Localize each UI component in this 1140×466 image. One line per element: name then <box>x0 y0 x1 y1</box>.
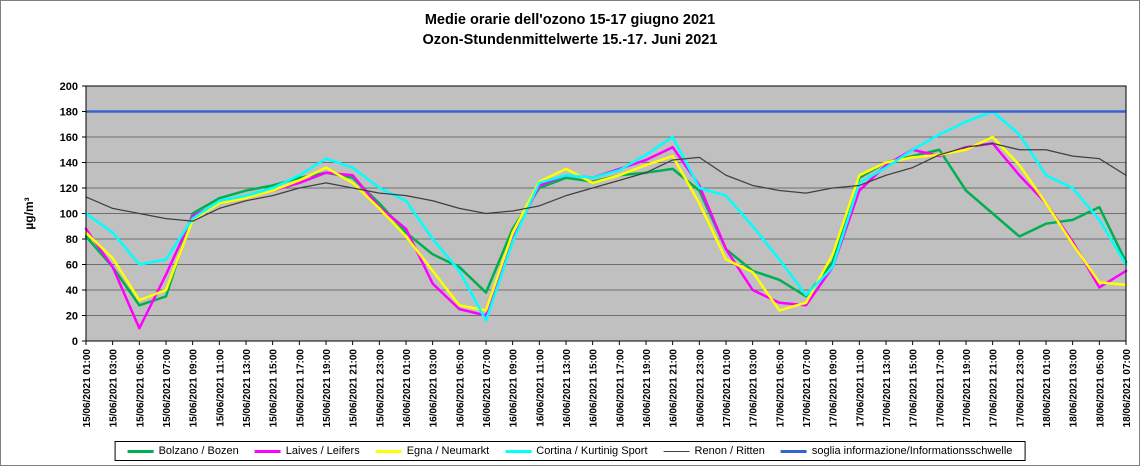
x-tick-label: 15/06/2021 07:00 <box>162 349 173 428</box>
legend-label: Renon / Ritten <box>694 445 765 457</box>
legend: Bolzano / Bozen Laives / Leifers Egna / Ne… <box>114 441 1026 461</box>
x-tick-label: 17/06/2021 19:00 <box>962 349 973 428</box>
x-tick-label: 15/06/2021 23:00 <box>375 349 386 428</box>
x-tick-label: 16/06/2021 17:00 <box>615 349 626 428</box>
x-tick-label: 17/06/2021 21:00 <box>989 349 1000 428</box>
chart-title: Medie orarie dell'ozono 15-17 giugno 202… <box>1 11 1139 50</box>
y-tick-label: 40 <box>66 285 78 297</box>
y-tick-label: 160 <box>60 132 78 144</box>
legend-label: Bolzano / Bozen <box>158 445 239 457</box>
x-tick-label: 17/06/2021 23:00 <box>1015 349 1026 428</box>
x-tick-label: 18/06/2021 05:00 <box>1095 349 1106 428</box>
x-tick-label: 17/06/2021 11:00 <box>855 349 866 427</box>
series-line <box>85 142 1127 222</box>
x-tick-label: 17/06/2021 07:00 <box>802 349 813 428</box>
y-tick-label: 200 <box>60 81 78 93</box>
x-tick-label: 15/06/2021 19:00 <box>322 349 333 428</box>
x-tick-label: 16/06/2021 09:00 <box>509 349 520 428</box>
chart-title-line2: Ozon-Stundenmittelwerte 15.-17. Juni 202… <box>422 31 718 48</box>
y-tick-label: 140 <box>60 158 78 170</box>
x-tick-label: 15/06/2021 11:00 <box>215 349 226 427</box>
x-tick-label: 16/06/2021 15:00 <box>589 349 600 428</box>
y-tick-label: 60 <box>66 260 78 272</box>
x-tick-label: 15/06/2021 15:00 <box>269 349 280 428</box>
x-tick-label: 15/06/2021 05:00 <box>135 349 146 428</box>
x-tick-label: 17/06/2021 05:00 <box>775 349 786 428</box>
series-line <box>84 135 1128 312</box>
x-tick-label: 17/06/2021 03:00 <box>749 349 760 428</box>
x-tick-label: 16/06/2021 21:00 <box>669 349 680 428</box>
legend-item: soglia informazione/Informationsschwelle <box>780 445 1013 457</box>
legend-item: Cortina / Kurtinig Sport <box>505 445 648 457</box>
x-tick-label: 16/06/2021 07:00 <box>482 349 493 428</box>
chart-title-line1: Medie orarie dell'ozono 15-17 giugno 202… <box>424 12 716 28</box>
y-tick-label: 0 <box>72 336 78 348</box>
legend-item: Bolzano / Bozen <box>127 445 239 457</box>
legend-label: Cortina / Kurtinig Sport <box>536 445 648 457</box>
x-tick-label: 16/06/2021 13:00 <box>562 349 573 428</box>
legend-swatch <box>505 449 532 453</box>
x-tick-label: 16/06/2021 05:00 <box>455 349 466 428</box>
legend-swatch <box>663 450 690 452</box>
x-tick-label: 18/06/2021 01:00 <box>1042 349 1053 428</box>
legend-label: soglia informazione/Informationsschwelle <box>811 445 1013 457</box>
x-tick-label: 17/06/2021 01:00 <box>722 349 733 428</box>
y-axis-label: µg/m³ <box>22 197 36 229</box>
x-tick-label: 16/06/2021 11:00 <box>535 349 546 427</box>
y-tick-label: 180 <box>60 107 78 119</box>
legend-swatch <box>780 449 807 453</box>
x-tick-label: 15/06/2021 09:00 <box>189 349 200 428</box>
x-tick-label: 15/06/2021 01:00 <box>82 349 93 428</box>
plot-border <box>85 85 1127 342</box>
x-tick-label: 17/06/2021 15:00 <box>909 349 920 428</box>
series-line <box>84 110 1128 322</box>
legend-item: Egna / Neumarkt <box>375 445 490 457</box>
x-tick-label: 16/06/2021 23:00 <box>695 349 706 428</box>
x-tick-label: 15/06/2021 17:00 <box>295 349 306 428</box>
x-tick-label: 17/06/2021 13:00 <box>882 349 893 428</box>
y-tick-label: 20 <box>66 311 78 323</box>
x-tick-label: 16/06/2021 01:00 <box>402 349 413 428</box>
x-tick-label: 16/06/2021 19:00 <box>642 349 653 428</box>
x-tick-label: 17/06/2021 09:00 <box>829 349 840 428</box>
legend-swatch <box>254 449 281 453</box>
x-tick-label: 15/06/2021 21:00 <box>349 349 360 428</box>
x-tick-label: 15/06/2021 03:00 <box>109 349 120 428</box>
legend-label: Laives / Leifers <box>285 445 360 457</box>
y-tick-label: 100 <box>60 209 78 221</box>
x-tick-label: 16/06/2021 03:00 <box>429 349 440 428</box>
x-tick-label: 18/06/2021 03:00 <box>1069 349 1080 428</box>
y-tick-label: 80 <box>66 234 78 246</box>
x-tick-label: 18/06/2021 07:00 <box>1122 349 1133 428</box>
legend-item: Laives / Leifers <box>254 445 360 457</box>
legend-swatch <box>375 449 402 453</box>
x-tick-label: 17/06/2021 17:00 <box>935 349 946 428</box>
legend-label: Egna / Neumarkt <box>406 445 490 457</box>
x-tick-label: 15/06/2021 13:00 <box>242 349 253 428</box>
y-tick-label: 120 <box>60 183 78 195</box>
legend-item: Renon / Ritten <box>663 445 765 457</box>
legend-swatch <box>127 449 154 453</box>
